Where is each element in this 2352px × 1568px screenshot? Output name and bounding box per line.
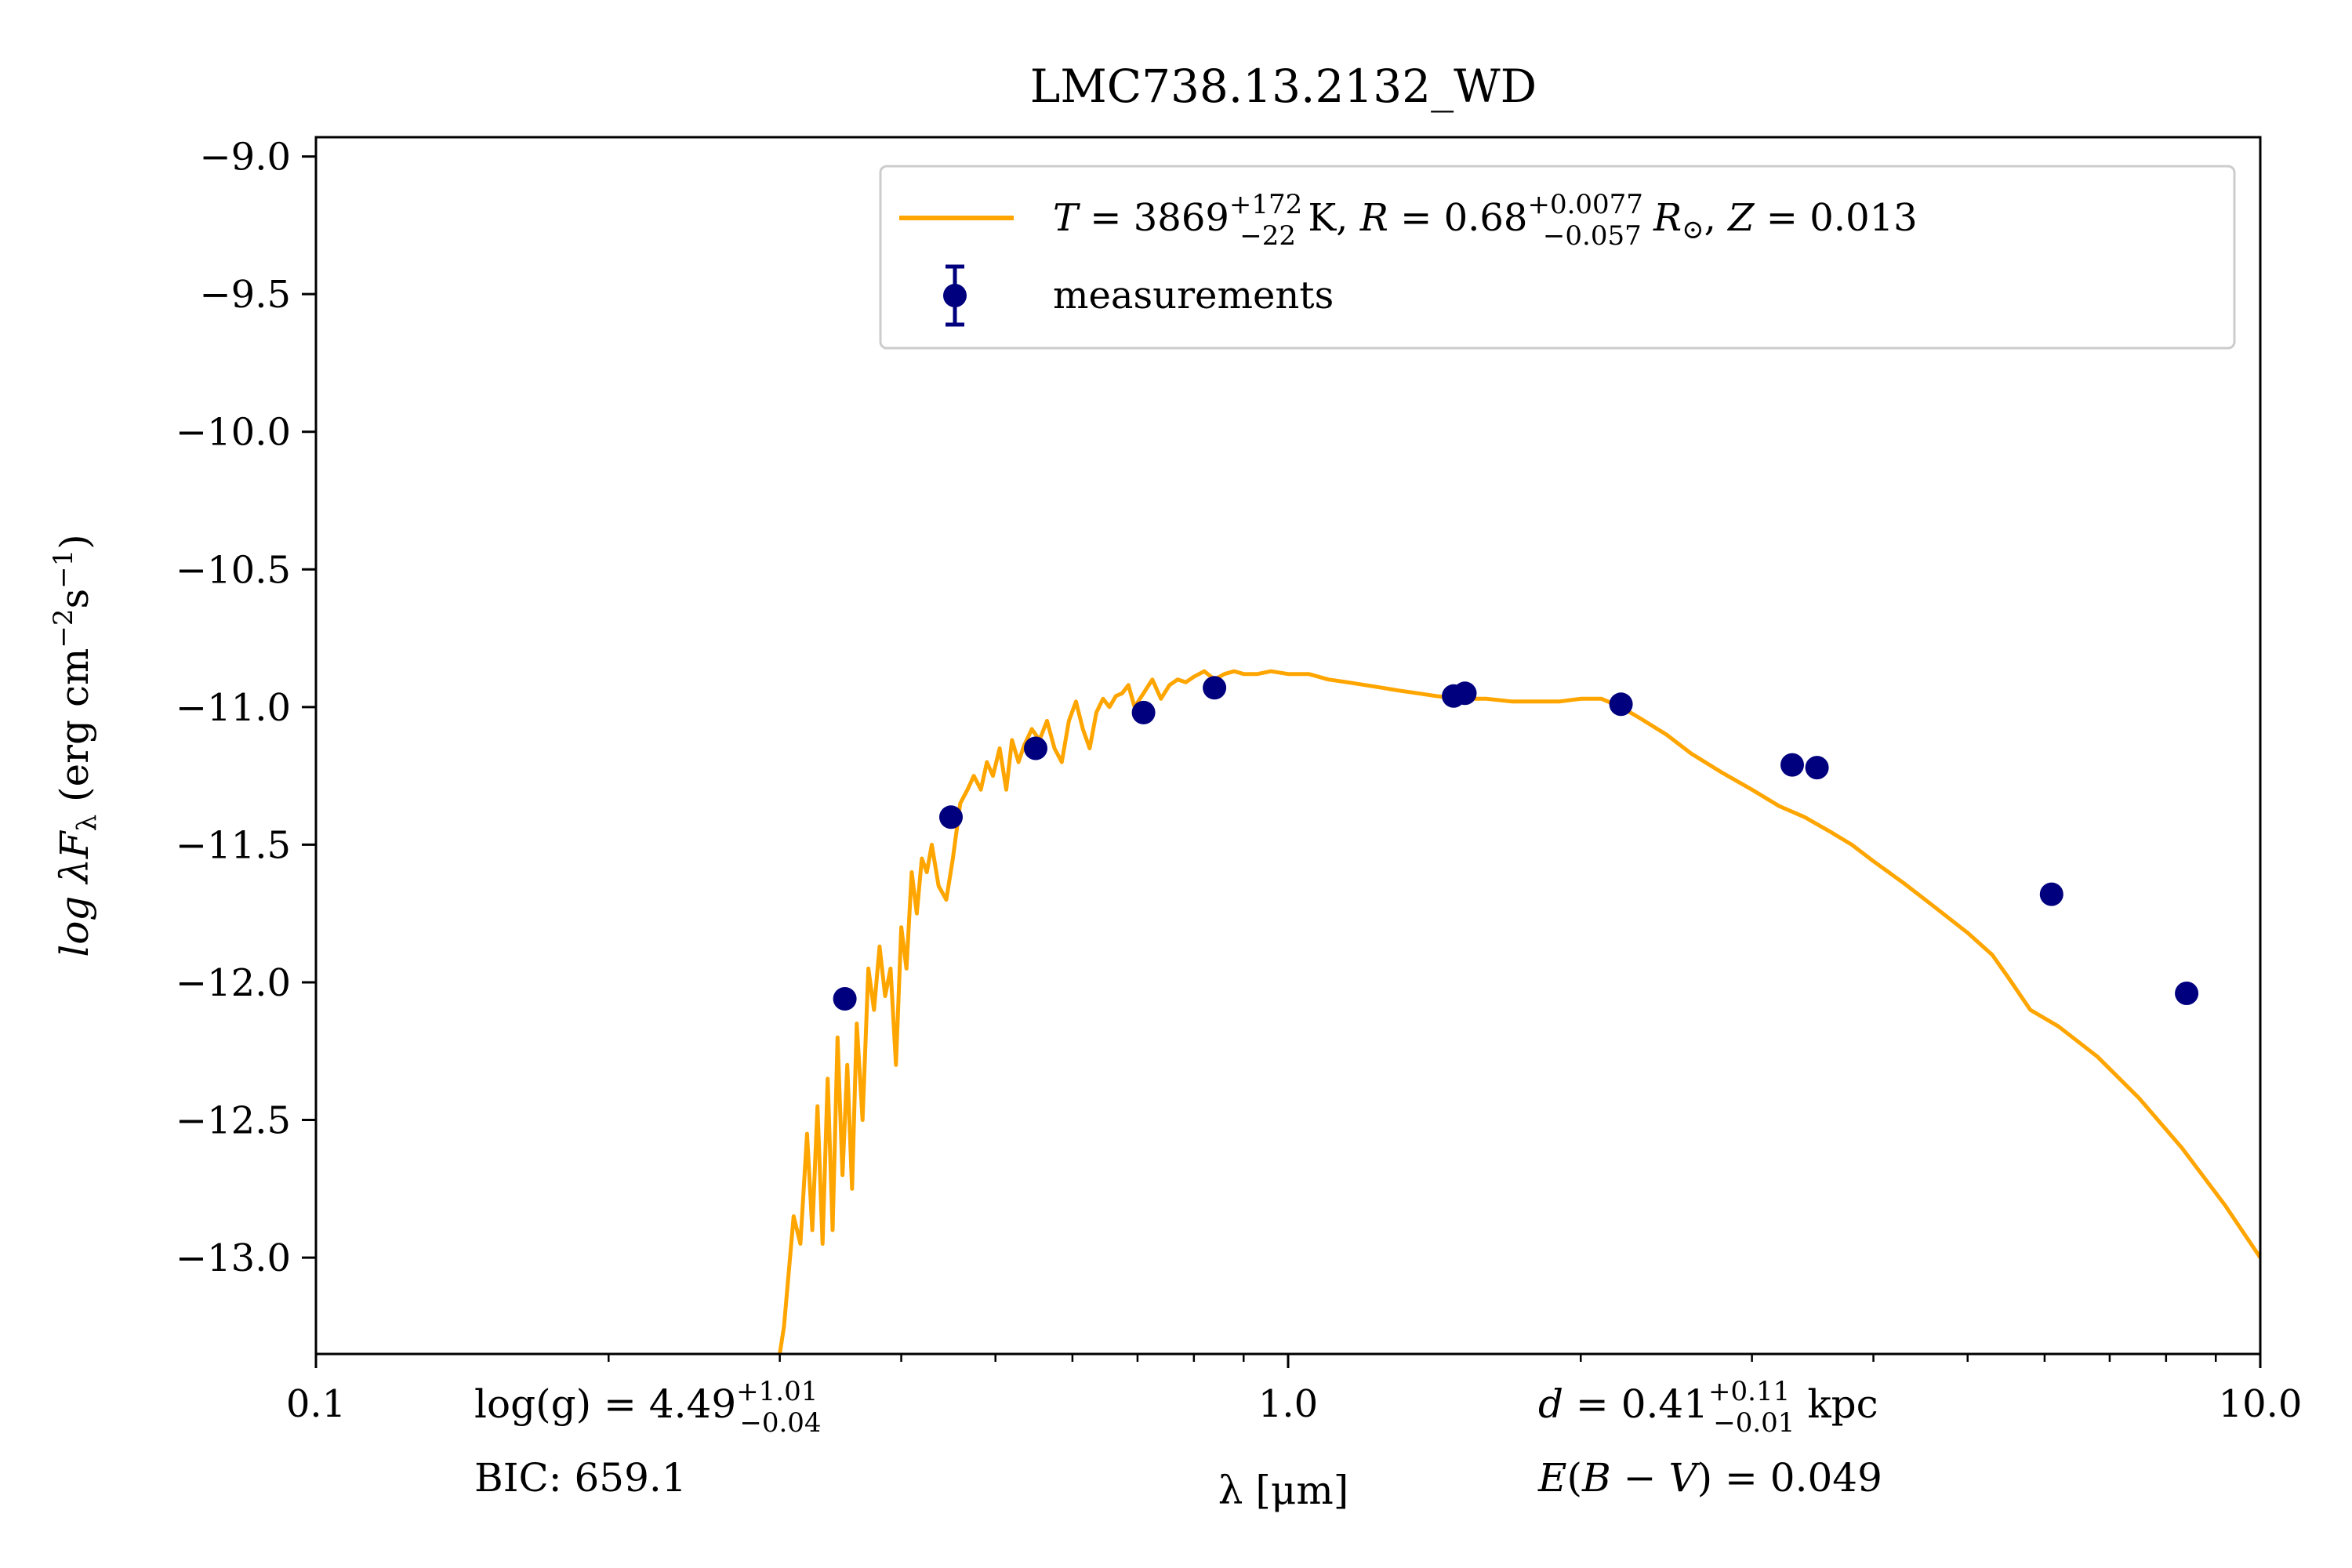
measurement-point [1780,753,1804,777]
y-tick-label: −10.0 [176,411,291,455]
measurement-point [1805,756,1829,780]
measurement-point [1024,736,1047,760]
x-tick-label: 1.0 [1258,1382,1318,1426]
y-axis-label-units-mid: s [52,589,97,609]
measurement-point [833,987,857,1011]
y-tick-label: −11.0 [176,686,291,730]
y-tick-label: −13.0 [176,1236,291,1280]
y-tick-label: −12.5 [176,1099,291,1143]
x-axis-label: λ [μm] [1218,1468,1349,1513]
measurement-point [1203,676,1227,700]
measurement-point [2039,882,2063,906]
legend-box [879,165,2236,350]
series-line-model [778,669,2260,1354]
x-axis-ticks: 0.1 1.0 10.0 [286,1354,2303,1426]
y-axis-label-exp1: −2 [48,609,79,648]
measurement-point [1609,692,1633,717]
x-tick-label: 0.1 [286,1382,346,1426]
plot-area [314,136,2262,1356]
y-tick-label: −12.0 [176,961,291,1005]
x-tick-label: 10.0 [2219,1382,2303,1426]
annotation-logg: log(g) = 4.49+1.01 −0.04 [474,1376,822,1439]
legend-model-label: T = 3869+172 −22 K, R = 0.68+0.0077 −0.057… [1053,189,1918,252]
y-tick-label: −10.5 [176,548,291,592]
y-tick-label: −9.5 [199,273,291,317]
legend-measurements-label: measurements [1053,274,1334,318]
y-axis-ticks: −9.0 −9.5 −10.0 −10.5 −11.0 −11.5 −12.0 −12.5 −1… [176,136,316,1280]
measurement-point [2175,982,2199,1005]
y-axis-label-units: (erg cm [52,648,97,815]
y-tick-label: −11.5 [176,823,291,867]
y-axis-label-units-end: ) [52,534,97,550]
series-layer [778,669,2260,1354]
y-axis-label-main: log λF [52,829,97,957]
y-axis-label: log λFλ (erg cm−2s−1) [48,534,103,957]
chart-title: LMC738.13.2132_WD [1030,60,1537,113]
y-axis-label-sub: λ [71,815,103,832]
legend: T = 3869+172 −22 K, R = 0.68+0.0077 −0.057… [879,165,2236,350]
annotation-bic: BIC: 659.1 [474,1455,687,1501]
y-tick-label: −9.0 [199,136,291,180]
measurement-point [1131,700,1156,724]
annotation-distance: d = 0.41+0.11 −0.01 kpc [1538,1376,1878,1439]
y-axis-label-exp2: −1 [48,550,79,589]
measurement-point [939,805,963,829]
annotation-ebv: E(B − V) = 0.049 [1537,1455,1882,1501]
measurement-point [1453,681,1477,706]
legend-measurement-marker [943,264,967,327]
